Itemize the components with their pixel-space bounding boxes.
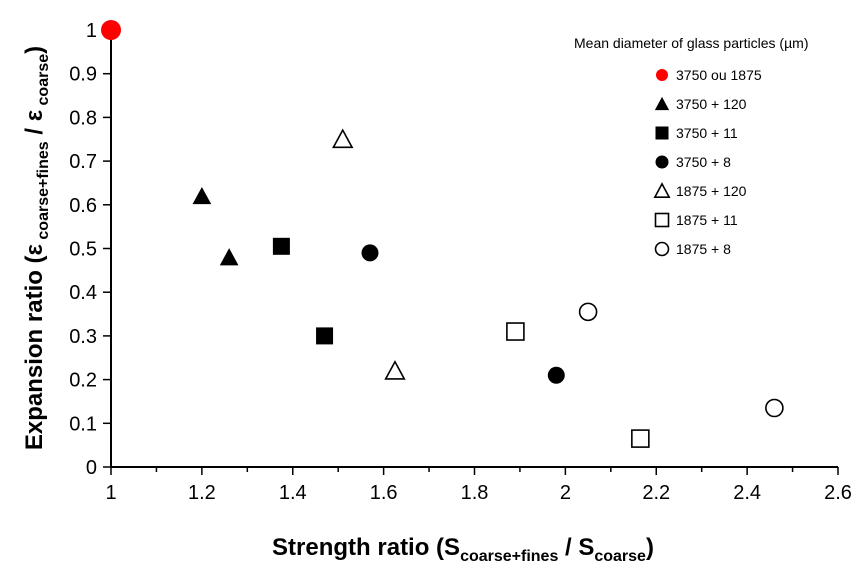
legend-marker <box>654 241 670 257</box>
legend-marker <box>655 126 669 140</box>
x-tick-label: 1.8 <box>461 482 489 504</box>
y-tick-label: 0.2 <box>69 370 97 392</box>
y-tick-label: 0.7 <box>69 151 97 173</box>
legend-marker <box>655 155 669 169</box>
x-tick-label: 1 <box>105 482 116 504</box>
data-point <box>361 244 379 262</box>
x-axis-title: Strength ratio (Scoarse+fines / Scoarse) <box>272 534 654 565</box>
legend-label: 3750 + 120 <box>676 96 747 112</box>
x-tick-label: 2.4 <box>733 482 761 504</box>
y-axis-title: Expansion ratio (ε coarse+fines / ε coar… <box>21 46 52 450</box>
y-tick-labels: 0 0.1 0.2 0.3 0.4 0.5 0.6 0.7 0.8 0.9 1 <box>69 20 97 479</box>
legend-title: Mean diameter of glass particles (µm) <box>574 35 808 51</box>
tick-marks <box>103 29 839 475</box>
x-tick-labels: 1 1.2 1.4 1.6 1.8 2 2.2 2.4 2.6 <box>105 482 851 504</box>
data-point <box>631 429 650 448</box>
legend-label: 1875 + 8 <box>676 241 731 257</box>
y-tick-label: 0.8 <box>69 107 97 129</box>
x-tick-label: 1.2 <box>188 482 216 504</box>
x-tick-label: 1.6 <box>370 482 398 504</box>
data-point <box>765 398 784 418</box>
data-point <box>332 128 354 149</box>
y-tick-label: 1 <box>86 20 97 42</box>
x-tick-label: 1.4 <box>279 482 307 504</box>
legend-marker <box>654 96 670 111</box>
data-point <box>506 322 525 341</box>
data-markers <box>101 20 784 448</box>
legend-marker <box>653 182 671 198</box>
y-tick-label: 0.9 <box>69 64 97 86</box>
data-point <box>547 366 565 384</box>
legend-marker <box>656 69 668 81</box>
data-point <box>192 186 212 205</box>
legend-label: 1875 + 120 <box>676 183 747 199</box>
x-tick-label: 2.2 <box>642 482 670 504</box>
legend-label: 1875 + 11 <box>676 212 738 228</box>
data-point <box>578 302 598 322</box>
legend-label: 3750 + 8 <box>676 154 731 170</box>
x-tick-label: 2.6 <box>824 482 852 504</box>
data-point <box>272 237 290 255</box>
x-tick-label: 2 <box>560 482 571 504</box>
y-tick-label: 0.1 <box>69 413 97 435</box>
legend: Mean diameter of glass particles (µm) 37… <box>574 35 808 257</box>
data-point <box>316 327 334 345</box>
legend-label: 3750 ou 1875 <box>676 67 762 83</box>
y-tick-label: 0.4 <box>69 282 97 304</box>
legend-marker <box>654 212 670 228</box>
data-point <box>219 248 239 266</box>
data-point <box>101 20 121 40</box>
y-tick-label: 0.6 <box>69 195 97 217</box>
y-tick-label: 0 <box>86 457 97 479</box>
legend-label: 3750 + 11 <box>676 125 738 141</box>
y-tick-label: 0.3 <box>69 326 97 348</box>
data-point <box>384 360 406 380</box>
y-tick-label: 0.5 <box>69 239 97 261</box>
